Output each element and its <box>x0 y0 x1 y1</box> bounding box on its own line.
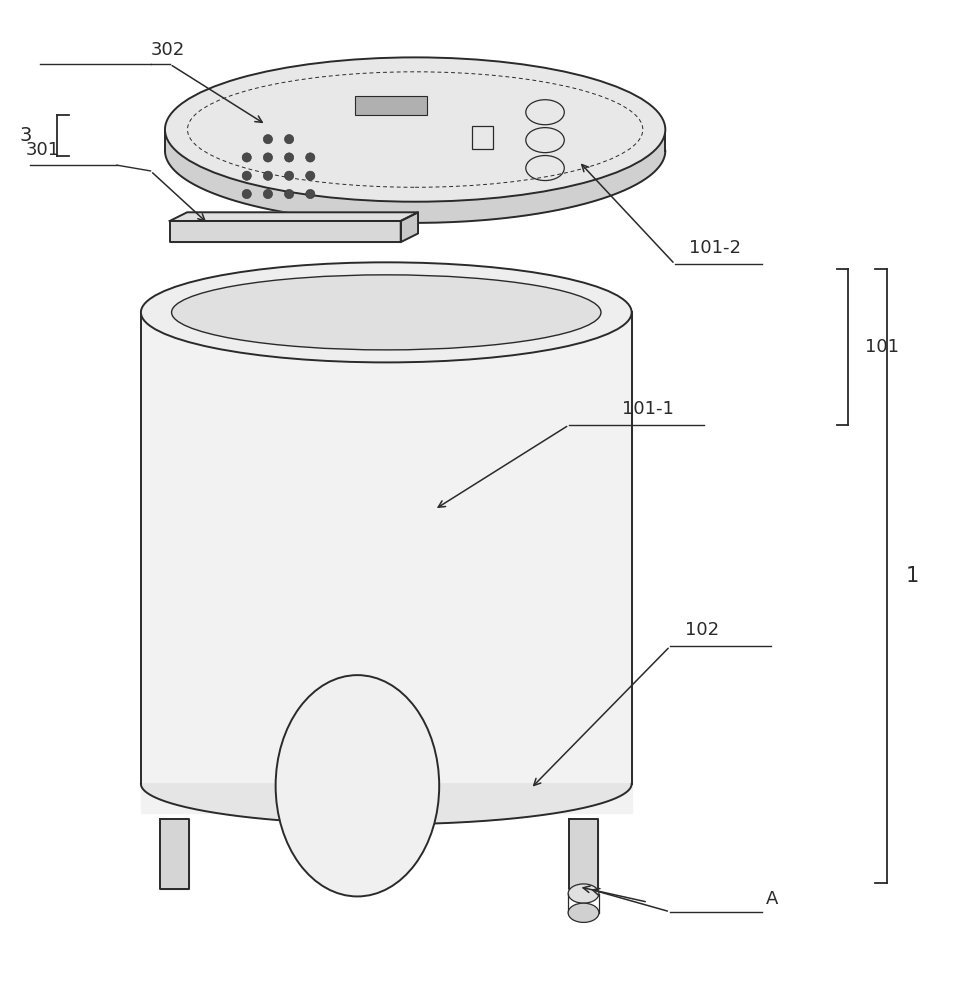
Polygon shape <box>170 221 400 242</box>
Circle shape <box>306 153 315 162</box>
Polygon shape <box>141 784 632 824</box>
Circle shape <box>285 153 293 162</box>
Circle shape <box>242 171 251 180</box>
Polygon shape <box>141 312 632 813</box>
Circle shape <box>263 135 272 144</box>
Ellipse shape <box>276 675 439 896</box>
Ellipse shape <box>141 262 632 362</box>
Text: A: A <box>766 890 779 908</box>
Polygon shape <box>165 130 665 223</box>
Circle shape <box>263 153 272 162</box>
Text: 3: 3 <box>19 126 32 145</box>
Ellipse shape <box>172 275 601 350</box>
Circle shape <box>242 153 251 162</box>
Circle shape <box>306 189 315 199</box>
Circle shape <box>263 171 272 180</box>
Polygon shape <box>160 819 189 889</box>
Ellipse shape <box>165 57 665 202</box>
Circle shape <box>285 171 293 180</box>
Ellipse shape <box>568 903 599 922</box>
Circle shape <box>285 135 293 144</box>
Bar <box>355 96 427 115</box>
Circle shape <box>263 189 272 199</box>
Text: 1: 1 <box>906 566 919 586</box>
Circle shape <box>306 171 315 180</box>
Polygon shape <box>170 212 418 221</box>
Circle shape <box>285 189 293 199</box>
Polygon shape <box>569 819 598 889</box>
Text: 101-2: 101-2 <box>689 239 741 257</box>
Ellipse shape <box>568 884 599 903</box>
Text: 302: 302 <box>151 41 184 59</box>
Text: 101-1: 101-1 <box>622 400 674 418</box>
Text: 101: 101 <box>866 338 899 356</box>
Circle shape <box>242 189 251 199</box>
Polygon shape <box>400 212 418 242</box>
Bar <box>472 126 493 149</box>
Text: 301: 301 <box>25 141 60 159</box>
Text: 102: 102 <box>684 621 719 639</box>
